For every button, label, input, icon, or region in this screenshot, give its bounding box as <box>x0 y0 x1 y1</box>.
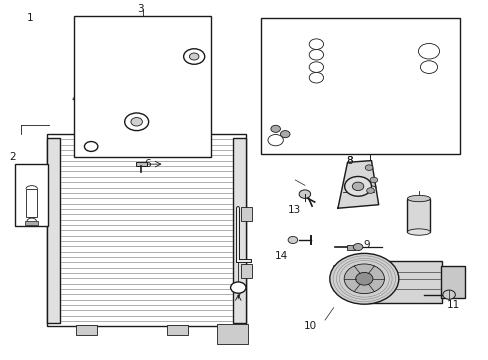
Bar <box>47 134 245 327</box>
Text: 6: 6 <box>144 159 151 169</box>
Bar <box>241 207 251 221</box>
Bar <box>166 325 188 335</box>
Text: 14: 14 <box>275 251 288 261</box>
Bar <box>136 162 147 166</box>
Circle shape <box>308 72 323 83</box>
Circle shape <box>442 290 454 299</box>
Text: 7: 7 <box>235 290 242 300</box>
Circle shape <box>352 243 362 251</box>
Text: 8: 8 <box>346 156 352 166</box>
Circle shape <box>280 131 289 138</box>
Bar <box>26 189 38 217</box>
Circle shape <box>124 113 148 131</box>
Polygon shape <box>337 161 378 208</box>
Ellipse shape <box>407 195 429 202</box>
Bar <box>76 325 97 335</box>
Circle shape <box>366 188 374 193</box>
Bar <box>47 138 61 323</box>
Circle shape <box>267 135 283 146</box>
Text: 9: 9 <box>363 240 369 250</box>
Circle shape <box>299 190 310 198</box>
Text: 5: 5 <box>183 36 189 46</box>
Bar <box>441 266 465 298</box>
Bar <box>232 138 245 323</box>
Bar <box>25 221 38 225</box>
Text: 3: 3 <box>137 4 143 14</box>
Bar <box>261 18 459 154</box>
Bar <box>74 16 210 157</box>
Bar <box>407 198 429 232</box>
Bar <box>367 261 442 303</box>
Circle shape <box>131 118 142 126</box>
Text: 8: 8 <box>346 156 352 166</box>
Circle shape <box>365 165 372 171</box>
Circle shape <box>230 282 245 293</box>
Text: 10: 10 <box>304 321 317 332</box>
Text: 4: 4 <box>71 94 78 104</box>
Bar <box>241 264 251 278</box>
Circle shape <box>308 39 323 49</box>
Circle shape <box>287 237 297 243</box>
Circle shape <box>420 61 437 73</box>
Circle shape <box>351 182 363 190</box>
Circle shape <box>308 49 323 60</box>
Bar <box>346 244 354 249</box>
Circle shape <box>308 62 323 72</box>
Text: 2: 2 <box>9 152 15 162</box>
Text: 12: 12 <box>331 265 344 275</box>
Circle shape <box>189 53 199 60</box>
Bar <box>217 324 248 344</box>
Circle shape <box>355 273 372 285</box>
Text: 15: 15 <box>407 212 420 222</box>
Ellipse shape <box>407 229 429 235</box>
Bar <box>16 164 48 226</box>
Text: 1: 1 <box>26 13 33 23</box>
Text: 11: 11 <box>446 300 459 310</box>
Circle shape <box>344 176 371 196</box>
Circle shape <box>418 44 439 59</box>
Circle shape <box>270 125 280 132</box>
Circle shape <box>84 141 98 152</box>
Circle shape <box>329 253 398 304</box>
Circle shape <box>27 218 37 225</box>
Circle shape <box>183 49 204 64</box>
Circle shape <box>344 264 384 294</box>
Circle shape <box>369 177 377 183</box>
Text: 13: 13 <box>287 205 301 215</box>
